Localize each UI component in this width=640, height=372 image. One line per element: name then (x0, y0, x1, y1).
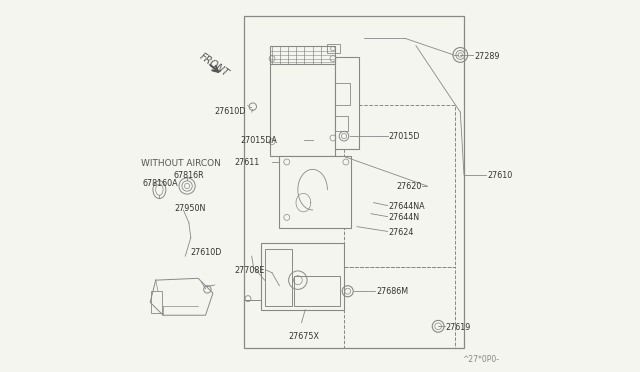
Text: 27611: 27611 (234, 158, 259, 167)
Bar (151, 291, 162, 313)
Bar (335, 57, 359, 149)
Text: 27620: 27620 (397, 182, 422, 191)
Text: 27624: 27624 (388, 228, 413, 237)
Bar (270, 46, 335, 64)
Bar (264, 249, 292, 306)
Bar (244, 16, 464, 349)
Text: 27610D: 27610D (190, 248, 221, 257)
Text: FRONT: FRONT (197, 51, 230, 78)
Text: WITHOUT AIRCON: WITHOUT AIRCON (141, 159, 221, 169)
Text: 27015D: 27015D (388, 132, 420, 141)
Text: 27015DA: 27015DA (240, 136, 277, 145)
Text: 27644NA: 27644NA (388, 202, 425, 211)
Bar (280, 157, 351, 228)
Text: 27619: 27619 (445, 323, 471, 331)
Text: ^27*0P0-: ^27*0P0- (462, 355, 499, 364)
Bar (344, 267, 455, 349)
Text: 27675X: 27675X (289, 332, 319, 341)
Bar (328, 44, 340, 53)
Bar (344, 105, 455, 267)
Text: 27644N: 27644N (388, 213, 419, 222)
Text: 27686M: 27686M (376, 288, 408, 296)
Text: 27610: 27610 (487, 171, 512, 180)
Text: 27289: 27289 (474, 52, 499, 61)
Text: 27610D: 27610D (215, 106, 246, 116)
Bar (270, 57, 335, 157)
Bar (294, 276, 340, 306)
Text: 27708E: 27708E (235, 266, 265, 275)
Text: 27950N: 27950N (174, 203, 205, 213)
Bar (335, 116, 348, 131)
Text: 67816R: 67816R (174, 171, 204, 180)
Bar (261, 243, 344, 310)
Bar (335, 83, 349, 105)
Polygon shape (150, 278, 213, 315)
Text: 678160A: 678160A (143, 179, 179, 187)
